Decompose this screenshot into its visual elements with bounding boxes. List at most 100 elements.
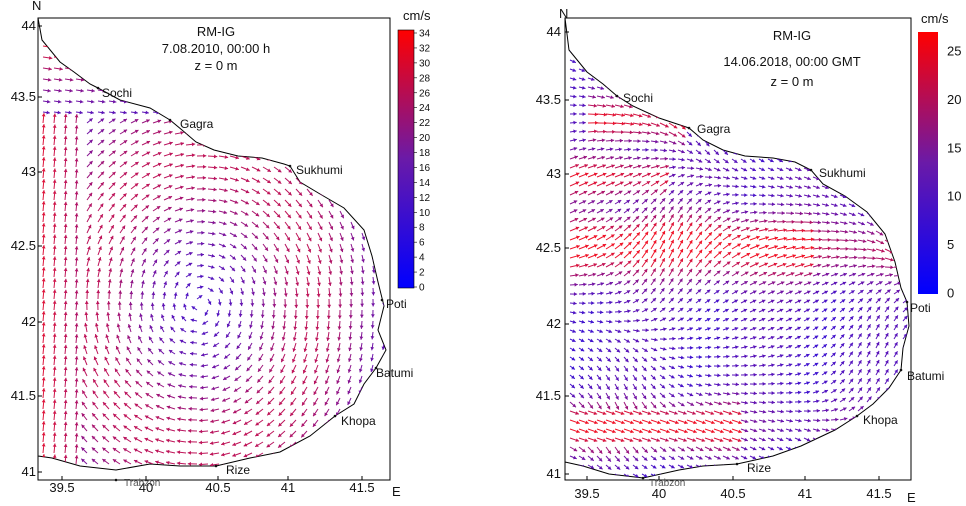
vector-arrow bbox=[316, 287, 321, 298]
vector-arrow bbox=[776, 354, 784, 358]
vector-arrow bbox=[677, 365, 685, 369]
y-tick-label: 42 bbox=[22, 314, 36, 329]
vector-arrow bbox=[279, 386, 286, 395]
vector-arrow bbox=[63, 355, 68, 366]
vector-arrow bbox=[632, 374, 638, 382]
vector-arrow bbox=[199, 418, 209, 423]
vector-arrow bbox=[803, 281, 812, 286]
vector-arrow bbox=[632, 215, 640, 223]
vector-arrow bbox=[256, 375, 264, 383]
vector-arrow bbox=[677, 392, 685, 397]
vector-arrow bbox=[337, 331, 342, 341]
vector-arrow bbox=[668, 392, 675, 398]
vector-arrow bbox=[758, 391, 766, 396]
vector-arrow bbox=[641, 308, 649, 313]
vector-arrow bbox=[686, 464, 694, 469]
vector-arrow bbox=[295, 265, 300, 275]
vector-arrow bbox=[198, 440, 209, 445]
vector-arrow bbox=[785, 263, 796, 268]
vector-arrow bbox=[668, 248, 675, 259]
vector-arrow bbox=[623, 289, 631, 295]
vector-arrow bbox=[767, 281, 776, 286]
vector-arrow bbox=[830, 290, 837, 295]
vector-arrow bbox=[207, 154, 218, 159]
vector-arrow bbox=[713, 419, 724, 425]
vector-arrow bbox=[240, 210, 249, 216]
vector-arrow bbox=[370, 309, 375, 318]
vector-arrow bbox=[722, 217, 731, 223]
vector-arrow bbox=[893, 369, 899, 376]
vector-arrow bbox=[596, 147, 605, 152]
vector-arrow bbox=[312, 419, 319, 428]
y-tick-label: 42.5 bbox=[536, 240, 561, 255]
vector-arrow bbox=[63, 421, 68, 432]
vector-arrow bbox=[360, 298, 365, 307]
vector-arrow bbox=[63, 168, 68, 179]
vector-arrow bbox=[328, 199, 334, 208]
vector-arrow bbox=[731, 428, 742, 434]
vector-arrow bbox=[605, 252, 615, 259]
vector-arrow bbox=[245, 386, 253, 393]
colorbar-tick-label: 0 bbox=[947, 286, 954, 301]
vector-arrow bbox=[174, 185, 184, 190]
vector-arrow bbox=[830, 325, 837, 331]
vector-arrow bbox=[335, 397, 341, 406]
vector-arrow bbox=[605, 365, 611, 372]
vector-arrow bbox=[52, 377, 57, 388]
vector-arrow bbox=[587, 190, 597, 196]
vector-arrow bbox=[63, 256, 68, 267]
vector-arrow bbox=[704, 175, 713, 180]
vector-arrow bbox=[767, 253, 778, 259]
vector-arrow bbox=[158, 337, 165, 344]
colorbar-tick-label: 25 bbox=[947, 44, 961, 59]
vector-arrow bbox=[857, 315, 863, 322]
vector-arrow bbox=[108, 150, 117, 157]
vector-arrow bbox=[632, 455, 639, 462]
vector-arrow bbox=[668, 214, 675, 223]
vector-arrow bbox=[84, 311, 89, 322]
vector-arrow bbox=[758, 202, 766, 206]
vector-arrow bbox=[262, 177, 272, 184]
x-tick-label: 41.5 bbox=[349, 480, 374, 495]
vector-arrow bbox=[731, 280, 739, 286]
vector-arrow bbox=[174, 261, 181, 267]
vector-arrow bbox=[74, 389, 79, 399]
vector-arrow bbox=[64, 110, 72, 115]
vector-arrow bbox=[119, 171, 128, 179]
vector-arrow bbox=[758, 326, 766, 331]
vector-arrow bbox=[785, 228, 796, 233]
vector-arrow bbox=[587, 226, 597, 232]
vector-arrow bbox=[740, 437, 749, 442]
vector-arrow bbox=[118, 279, 123, 289]
vector-arrow bbox=[176, 450, 187, 455]
vector-arrow bbox=[163, 163, 173, 168]
vector-arrow bbox=[187, 428, 198, 433]
vector-arrow bbox=[596, 155, 606, 160]
vector-arrow bbox=[614, 138, 624, 143]
vector-arrow bbox=[327, 287, 332, 298]
vector-arrow bbox=[767, 202, 776, 207]
vector-arrow bbox=[749, 317, 757, 322]
vector-arrow bbox=[240, 221, 249, 228]
vector-arrow bbox=[659, 419, 670, 425]
vector-arrow bbox=[731, 391, 740, 396]
vector-arrow bbox=[207, 231, 216, 236]
vector-arrow bbox=[185, 175, 196, 180]
vector-arrow bbox=[578, 301, 586, 306]
vector-arrow bbox=[294, 298, 299, 309]
vector-arrow bbox=[857, 255, 867, 260]
vector-arrow bbox=[875, 359, 880, 367]
vector-arrow bbox=[722, 401, 732, 406]
vector-arrow bbox=[857, 212, 865, 217]
vector-arrow bbox=[578, 428, 589, 434]
vector-arrow bbox=[130, 118, 139, 124]
vector-arrow bbox=[632, 365, 638, 372]
vector-arrow bbox=[776, 202, 785, 207]
vector-arrow bbox=[776, 281, 785, 286]
vector-arrow bbox=[659, 287, 665, 295]
vector-arrow bbox=[695, 355, 703, 359]
vector-arrow bbox=[135, 369, 143, 377]
vector-arrow bbox=[677, 189, 684, 196]
vector-arrow bbox=[848, 324, 854, 331]
